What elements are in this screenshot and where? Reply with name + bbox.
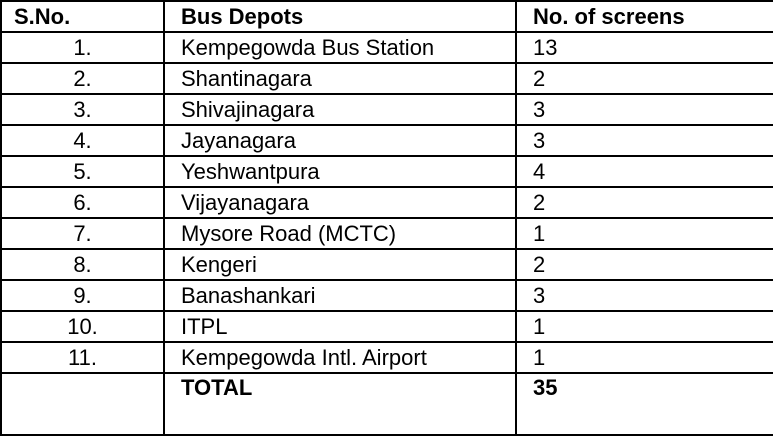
table-row: 6. Vijayanagara 2 xyxy=(0,186,773,219)
table-body: 1. Kempegowda Bus Station 13 2. Shantinagara… xyxy=(0,31,773,436)
total-row: TOTAL 35 xyxy=(0,372,773,436)
serial-cell: 11. xyxy=(0,341,165,374)
screens-cell: 2 xyxy=(515,186,773,219)
screens-cell: 1 xyxy=(515,217,773,250)
table-row: 10. ITPL 1 xyxy=(0,310,773,343)
total-value: 35 xyxy=(515,372,773,436)
screens-cell: 3 xyxy=(515,124,773,157)
header-cell: Bus Depots xyxy=(163,0,517,33)
table-row: 2. Shantinagara 2 xyxy=(0,62,773,95)
depot-cell: Banashankari xyxy=(163,279,517,312)
serial-cell: 10. xyxy=(0,310,165,343)
depot-cell: Jayanagara xyxy=(163,124,517,157)
empty-cell xyxy=(0,372,165,436)
total-label: TOTAL xyxy=(163,372,517,436)
table-row: 8. Kengeri 2 xyxy=(0,248,773,281)
screens-cell: 13 xyxy=(515,31,773,64)
depot-cell: Kempegowda Intl. Airport xyxy=(163,341,517,374)
header-row: S.No. Bus Depots No. of screens xyxy=(0,0,773,33)
screens-cell: 2 xyxy=(515,62,773,95)
table-row: 3. Shivajinagara 3 xyxy=(0,93,773,126)
serial-cell: 2. xyxy=(0,62,165,95)
screens-cell: 2 xyxy=(515,248,773,281)
depot-cell: Mysore Road (MCTC) xyxy=(163,217,517,250)
depot-cell: Kengeri xyxy=(163,248,517,281)
table-row: 11. Kempegowda Intl. Airport 1 xyxy=(0,341,773,374)
serial-cell: 7. xyxy=(0,217,165,250)
header-cell: No. of screens xyxy=(515,0,773,33)
depot-cell: Shivajinagara xyxy=(163,93,517,126)
serial-cell: 4. xyxy=(0,124,165,157)
serial-cell: 6. xyxy=(0,186,165,219)
depot-cell: Kempegowda Bus Station xyxy=(163,31,517,64)
table-row: 9. Banashankari 3 xyxy=(0,279,773,312)
serial-cell: 1. xyxy=(0,31,165,64)
depot-cell: ITPL xyxy=(163,310,517,343)
screens-cell: 3 xyxy=(515,279,773,312)
header-cell: S.No. xyxy=(0,0,165,33)
depot-cell: Vijayanagara xyxy=(163,186,517,219)
screens-cell: 4 xyxy=(515,155,773,188)
serial-cell: 5. xyxy=(0,155,165,188)
screens-cell: 3 xyxy=(515,93,773,126)
serial-cell: 9. xyxy=(0,279,165,312)
screens-cell: 1 xyxy=(515,341,773,374)
table-row: 4. Jayanagara 3 xyxy=(0,124,773,157)
table-row: 7. Mysore Road (MCTC) 1 xyxy=(0,217,773,250)
serial-cell: 3. xyxy=(0,93,165,126)
table-row: 1. Kempegowda Bus Station 13 xyxy=(0,31,773,64)
depot-cell: Shantinagara xyxy=(163,62,517,95)
screens-cell: 1 xyxy=(515,310,773,343)
serial-cell: 8. xyxy=(0,248,165,281)
depot-cell: Yeshwantpura xyxy=(163,155,517,188)
table-row: 5. Yeshwantpura 4 xyxy=(0,155,773,188)
